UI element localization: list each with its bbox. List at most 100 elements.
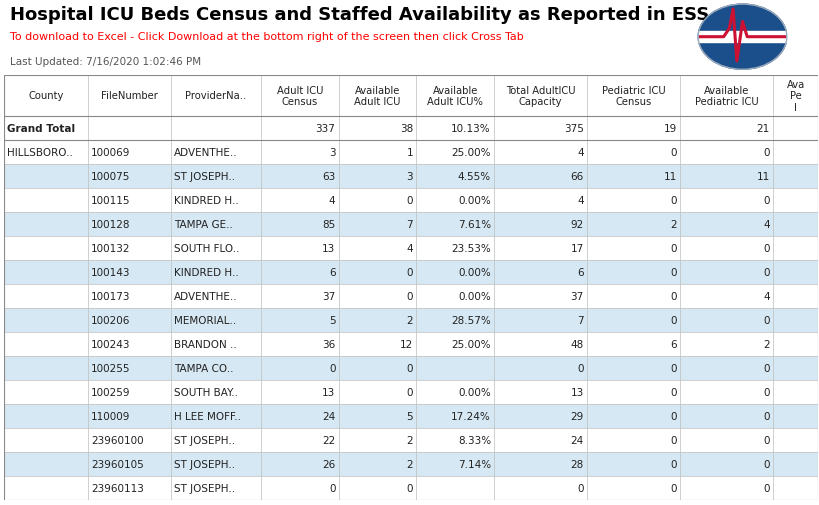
Text: 24: 24 (322, 411, 335, 421)
Bar (4, 380, 88, 404)
Bar (416, 428, 494, 452)
Bar (679, 452, 772, 476)
Bar (338, 428, 416, 452)
Text: 19: 19 (663, 124, 676, 133)
Text: 0: 0 (669, 483, 676, 493)
Bar (416, 380, 494, 404)
Text: 2: 2 (762, 339, 769, 349)
Text: Available
Adult ICU%: Available Adult ICU% (427, 85, 482, 107)
Bar (4, 76, 88, 117)
Bar (494, 332, 586, 356)
Bar (586, 308, 679, 332)
Text: 0: 0 (762, 267, 769, 277)
Bar (772, 380, 817, 404)
Bar (586, 380, 679, 404)
Bar (679, 260, 772, 284)
Bar (88, 117, 170, 140)
Bar (170, 404, 260, 428)
Text: 63: 63 (322, 171, 335, 181)
Text: 0: 0 (669, 291, 676, 301)
Text: SOUTH BAY..: SOUTH BAY.. (174, 387, 238, 397)
Bar (679, 284, 772, 308)
Text: 48: 48 (570, 339, 583, 349)
Text: Pediatric ICU
Census: Pediatric ICU Census (601, 85, 664, 107)
Bar (416, 284, 494, 308)
Bar (416, 76, 494, 117)
Text: 7: 7 (406, 219, 413, 229)
Bar (586, 165, 679, 188)
Text: 0: 0 (762, 459, 769, 469)
Text: 22: 22 (322, 435, 335, 445)
Bar (88, 380, 170, 404)
Text: Hospital ICU Beds Census and Staffed Availability as Reported in ESS: Hospital ICU Beds Census and Staffed Ava… (10, 6, 708, 24)
Text: MEMORIAL..: MEMORIAL.. (174, 315, 236, 325)
Bar (679, 236, 772, 260)
Text: 0: 0 (762, 387, 769, 397)
Bar (88, 76, 170, 117)
Bar (679, 308, 772, 332)
Text: 0: 0 (762, 435, 769, 445)
Bar (772, 188, 817, 213)
Text: 0: 0 (577, 483, 583, 493)
Bar (88, 165, 170, 188)
Bar (494, 452, 586, 476)
Bar (679, 140, 772, 165)
Bar (88, 404, 170, 428)
Bar (586, 76, 679, 117)
Text: HILLSBORO..: HILLSBORO.. (7, 147, 73, 158)
Text: 17.24%: 17.24% (450, 411, 491, 421)
Bar (416, 476, 494, 500)
Bar (416, 452, 494, 476)
Text: 100069: 100069 (91, 147, 130, 158)
Text: 0: 0 (762, 195, 769, 206)
Bar (416, 308, 494, 332)
Text: 0.00%: 0.00% (458, 195, 491, 206)
Bar (586, 452, 679, 476)
Bar (338, 404, 416, 428)
Bar (260, 308, 338, 332)
Text: H LEE MOFF..: H LEE MOFF.. (174, 411, 241, 421)
Bar (338, 117, 416, 140)
Text: 0: 0 (406, 267, 413, 277)
Text: 110009: 110009 (91, 411, 130, 421)
Bar (416, 188, 494, 213)
Text: 100115: 100115 (91, 195, 130, 206)
Text: ProviderNa..: ProviderNa.. (185, 91, 247, 101)
Bar (586, 117, 679, 140)
Bar (4, 236, 88, 260)
Bar (338, 140, 416, 165)
Bar (772, 308, 817, 332)
Text: 6: 6 (669, 339, 676, 349)
Text: 2: 2 (406, 459, 413, 469)
Bar (4, 117, 88, 140)
Bar (772, 332, 817, 356)
Text: 26: 26 (322, 459, 335, 469)
Text: 23.53%: 23.53% (450, 243, 491, 254)
Text: 92: 92 (570, 219, 583, 229)
Bar (4, 332, 88, 356)
Bar (260, 76, 338, 117)
Bar (170, 165, 260, 188)
Bar (170, 213, 260, 236)
Text: 0: 0 (669, 363, 676, 373)
Text: 3: 3 (328, 147, 335, 158)
Bar (772, 404, 817, 428)
Bar (679, 356, 772, 380)
Bar (494, 188, 586, 213)
Bar (88, 452, 170, 476)
Bar (4, 284, 88, 308)
Text: 25.00%: 25.00% (451, 339, 491, 349)
Bar (4, 356, 88, 380)
Text: Last Updated: 7/16/2020 1:02:46 PM: Last Updated: 7/16/2020 1:02:46 PM (10, 57, 201, 67)
Bar (260, 236, 338, 260)
Text: 17: 17 (570, 243, 583, 254)
Bar (260, 476, 338, 500)
Text: 0: 0 (669, 435, 676, 445)
Text: 0: 0 (406, 291, 413, 301)
Bar (679, 213, 772, 236)
Bar (88, 428, 170, 452)
Bar (338, 332, 416, 356)
Bar (416, 236, 494, 260)
Bar (338, 308, 416, 332)
Bar (416, 356, 494, 380)
